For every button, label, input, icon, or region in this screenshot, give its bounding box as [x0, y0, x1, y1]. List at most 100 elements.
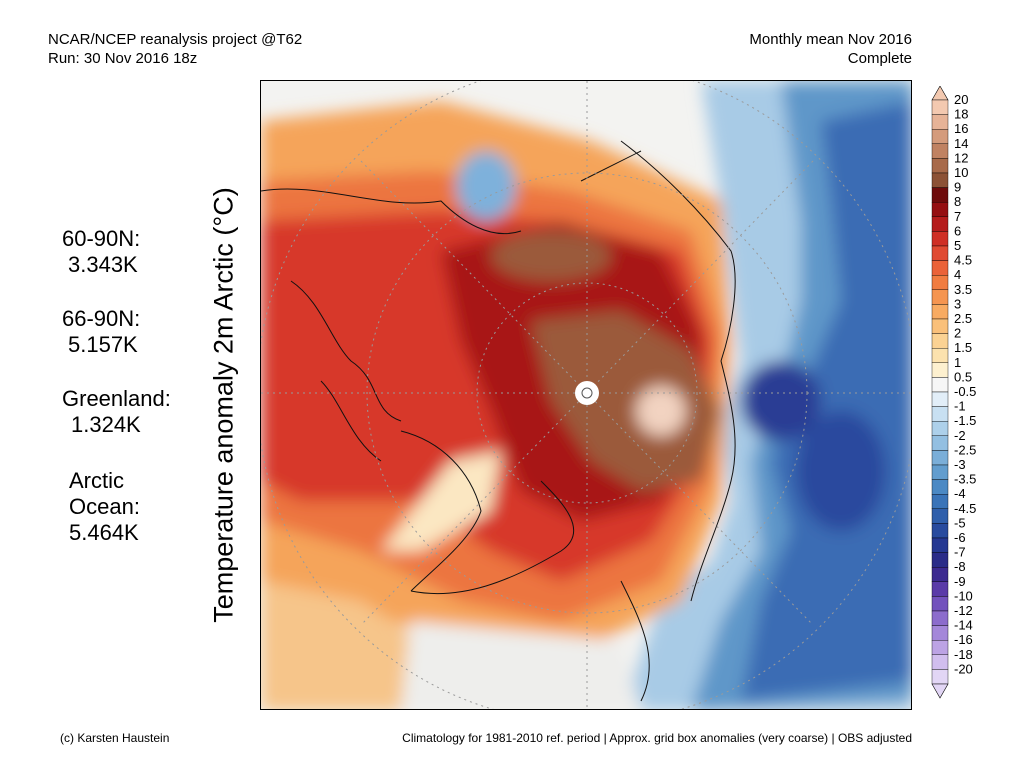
colorbar-tick-label: 7: [954, 209, 961, 224]
colorbar-swatch: [931, 537, 949, 553]
stat-label: 60-90N:: [62, 226, 141, 251]
colorbar-swatch: [931, 377, 949, 393]
stat-label: Ocean:: [69, 494, 140, 519]
colorbar-tick-label: -8: [954, 559, 966, 574]
colorbar-tick-label: 20: [954, 92, 968, 107]
colorbar-tick-label: 9: [954, 180, 961, 195]
colorbar-tick-label: -4.5: [954, 501, 976, 516]
colorbar-tick-label: 4.5: [954, 253, 972, 268]
run-time: Run: 30 Nov 2016 18z: [48, 50, 198, 67]
colorbar-swatch: [931, 508, 949, 524]
colorbar-swatch: [931, 450, 949, 466]
colorbar-tick-label: -20: [954, 661, 973, 676]
footnote-text: Climatology for 1981-2010 ref. period | …: [402, 731, 912, 745]
colorbar-swatch: [931, 421, 949, 437]
colorbar-tick-label: 8: [954, 194, 961, 209]
colorbar-tick-label: 6: [954, 223, 961, 238]
colorbar-swatch: [931, 274, 949, 290]
colorbar-swatch: [931, 669, 949, 685]
colorbar-swatch: [931, 158, 949, 174]
colorbar-tick-label: 12: [954, 150, 968, 165]
colorbar-swatch: [931, 596, 949, 612]
colorbar-tick-label: -14: [954, 618, 973, 633]
colorbar-swatch: [931, 581, 949, 597]
colorbar-swatch: [931, 625, 949, 641]
coastlines: [261, 140, 736, 702]
colorbar-swatch: [931, 304, 949, 320]
colorbar-tick-label: 1.5: [954, 340, 972, 355]
colorbar-swatch: [931, 640, 949, 656]
header-right: Monthly mean Nov 2016 Complete: [749, 30, 912, 68]
colorbar-swatch: [931, 610, 949, 626]
colorbar-swatch: [931, 172, 949, 188]
colorbar-swatch: [931, 362, 949, 378]
colorbar-tick-label: -3.5: [954, 472, 976, 487]
colorbar-tick-label: 10: [954, 165, 968, 180]
colorbar-tick-label: 18: [954, 107, 968, 122]
colorbar-tick-label: -0.5: [954, 384, 976, 399]
colorbar-swatch: [931, 289, 949, 305]
colorbar-swatch: [931, 143, 949, 159]
stat-label: 66-90N:: [62, 306, 141, 331]
colorbar-tick-label: -1: [954, 399, 966, 414]
colorbar-swatch: [931, 435, 949, 451]
colorbar-swatch: [931, 494, 949, 510]
colorbar-tick-label: -6: [954, 530, 966, 545]
colorbar-swatch: [931, 245, 949, 261]
colorbar-tick-label: 3.5: [954, 282, 972, 297]
colorbar-swatch: [931, 216, 949, 232]
colorbar-tick-label: -2: [954, 428, 966, 443]
colorbar-swatch: [931, 231, 949, 247]
colorbar-tick-label: -18: [954, 647, 973, 662]
colorbar-tick-label: 2: [954, 326, 961, 341]
stat-arctic-ocean: Arctic Ocean: 5.464K: [69, 468, 140, 546]
stat-66-90n: 66-90N: 5.157K: [62, 306, 140, 358]
colorbar-tick-label: -4: [954, 486, 966, 501]
stat-value: 3.343K: [68, 252, 138, 277]
colorbar-swatch: [931, 567, 949, 583]
colorbar-tick-label: 2.5: [954, 311, 972, 326]
colorbar-legend: 201816141210987654.543.532.521.510.5-0.5…: [931, 86, 976, 699]
anomaly-field: [261, 81, 911, 709]
stat-greenland: Greenland: 1.324K: [62, 386, 171, 438]
stat-value: 5.464K: [69, 520, 139, 545]
stat-value: 1.324K: [71, 412, 141, 437]
colorbar-tick-label: -16: [954, 632, 973, 647]
stat-60-90n: 60-90N: 3.343K: [62, 226, 140, 278]
map-vertical-title: Temperature anomaly 2m Arctic (°C): [208, 187, 239, 623]
colorbar-min-arrow: [931, 683, 949, 699]
colorbar-swatch: [931, 348, 949, 364]
colorbar-tick-label: -5: [954, 515, 966, 530]
colorbar-swatch: [931, 406, 949, 422]
north-pole-marker: [575, 381, 599, 405]
status-text: Complete: [847, 50, 912, 67]
stat-value: 5.157K: [68, 332, 138, 357]
colorbar-tick-label: -1.5: [954, 413, 976, 428]
colorbar-swatch: [931, 523, 949, 539]
colorbar-tick-label: 16: [954, 121, 968, 136]
colorbar-tick-label: 14: [954, 136, 968, 151]
colorbar-tick-label: -10: [954, 588, 973, 603]
colorbar-swatch: [931, 260, 949, 276]
colorbar-tick-label: -9: [954, 574, 966, 589]
period-title: Monthly mean Nov 2016: [749, 31, 912, 48]
colorbar-swatch: [931, 201, 949, 217]
polar-projection-map: [261, 81, 911, 709]
colorbar-swatch: [931, 333, 949, 349]
colorbar-tick-label: 3: [954, 296, 961, 311]
colorbar-tick-label: 0.5: [954, 369, 972, 384]
colorbar-swatch: [931, 129, 949, 145]
copyright-text: (c) Karsten Haustein: [60, 731, 170, 745]
model-title: NCAR/NCEP reanalysis project @T62: [48, 31, 303, 48]
colorbar-tick-label: -7: [954, 545, 966, 560]
colorbar-tick-label: 4: [954, 267, 961, 282]
colorbar-swatch: [931, 654, 949, 670]
anomaly-map: [260, 80, 912, 710]
colorbar-max-arrow: [931, 86, 949, 101]
header-left: NCAR/NCEP reanalysis project @T62 Run: 3…: [48, 30, 302, 68]
colorbar-swatch: [931, 552, 949, 568]
stat-label: Arctic: [69, 468, 124, 493]
colorbar-tick-label: -2.5: [954, 442, 976, 457]
colorbar-tick-label: 5: [954, 238, 961, 253]
colorbar-swatch: [931, 187, 949, 203]
